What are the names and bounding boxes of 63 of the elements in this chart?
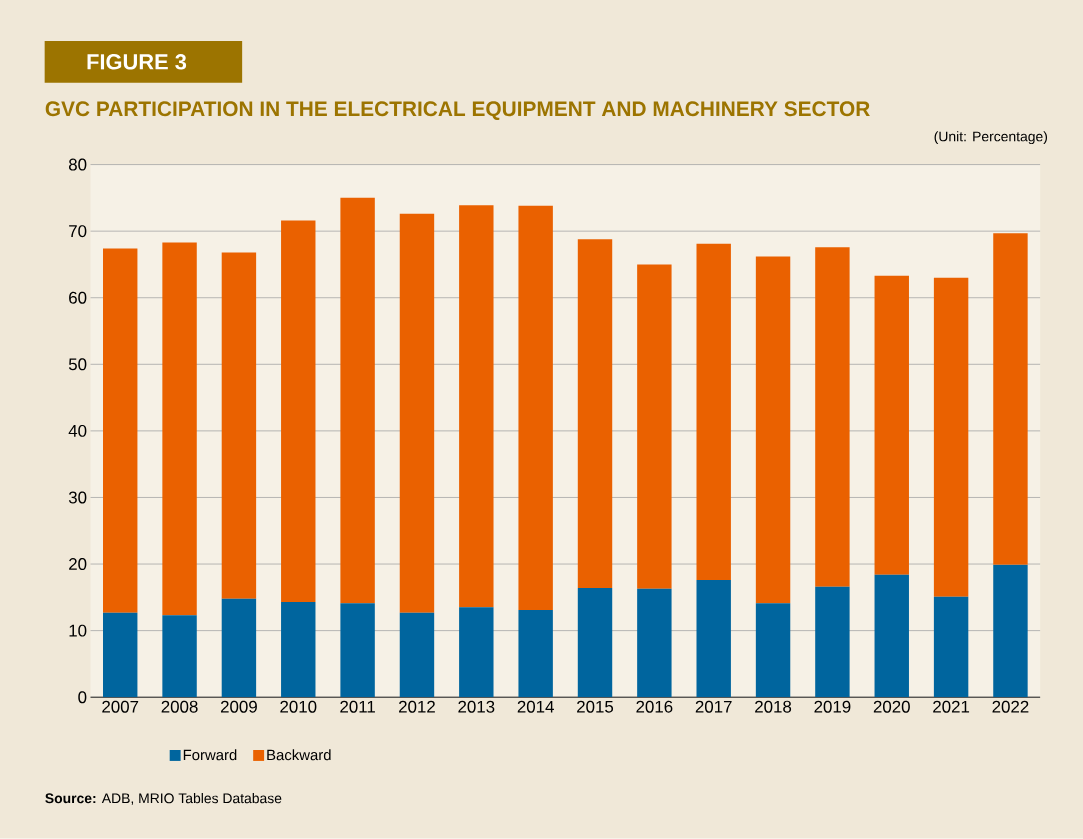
bar — [755, 603, 791, 698]
bar — [340, 603, 375, 698]
text: (Unit: Percentage) — [934, 131, 1048, 145]
x-tick-label: 2021 — [933, 700, 970, 713]
x-tick-label: 2008 — [161, 700, 198, 713]
bar — [874, 275, 909, 575]
bar — [221, 598, 257, 698]
x-tick-label: 2022 — [992, 700, 1029, 713]
bar — [221, 252, 257, 599]
chart-subtitle: GVC PARTICIPATION IN THE ELECTRICAL EQUIPMENT AND MACHINERY SECTOR — [45, 101, 870, 121]
x-tick-label: 2007 — [102, 700, 139, 713]
bar — [399, 213, 435, 613]
y-tick-label: 50 — [68, 358, 87, 371]
bar — [933, 596, 969, 698]
bar — [340, 197, 375, 604]
x-tick-label: 2020 — [873, 700, 910, 713]
x-tick-label: 2014 — [517, 700, 554, 713]
bar — [637, 588, 672, 698]
bar — [281, 220, 316, 603]
x-tick-label: 2019 — [814, 700, 851, 713]
bar — [755, 256, 791, 604]
bar — [637, 264, 672, 589]
x-tick-label: 2011 — [340, 700, 375, 713]
x-tick-label: 2017 — [695, 700, 732, 713]
x-tick-label: 2009 — [220, 700, 257, 713]
y-tick-label: 60 — [69, 291, 87, 304]
bar — [815, 247, 850, 587]
y-tick-label: 0 — [78, 691, 87, 704]
bar — [993, 564, 1028, 698]
bar — [577, 588, 613, 698]
x-tick-label: 2015 — [577, 700, 614, 713]
bar — [103, 248, 138, 613]
x-tick-label: 2012 — [399, 700, 435, 713]
bar — [518, 610, 553, 698]
x-tick-label: 2010 — [280, 700, 317, 713]
y-tick-label: 80 — [68, 158, 87, 171]
bar — [874, 574, 909, 698]
bar — [933, 277, 969, 597]
x-tick-label: 2013 — [458, 700, 495, 713]
y-tick-label: 10 — [69, 624, 87, 637]
bar — [281, 602, 316, 698]
bar — [162, 242, 197, 616]
y-tick-label: 40 — [68, 424, 87, 437]
y-tick-label: 30 — [68, 491, 87, 504]
bar — [399, 612, 435, 698]
y-tick-label: 70 — [69, 225, 87, 238]
bar — [162, 615, 197, 698]
y-tick-label: 20 — [69, 558, 87, 571]
bar — [696, 243, 731, 581]
bar — [815, 586, 850, 698]
bar — [993, 233, 1028, 565]
legend-label: Backward — [267, 749, 331, 761]
bar — [459, 607, 494, 698]
x-tick-label: 2016 — [636, 700, 673, 713]
bar — [518, 205, 553, 611]
bar — [103, 612, 138, 698]
bar — [696, 580, 731, 698]
chart-title: FIGURE 3 — [87, 54, 187, 70]
text: Source: ADB, MRIO Tables Database — [45, 793, 282, 805]
bar — [577, 239, 613, 589]
x-tick-label: 2018 — [755, 700, 792, 713]
legend-label: Forward — [183, 749, 237, 761]
bar — [459, 205, 494, 608]
